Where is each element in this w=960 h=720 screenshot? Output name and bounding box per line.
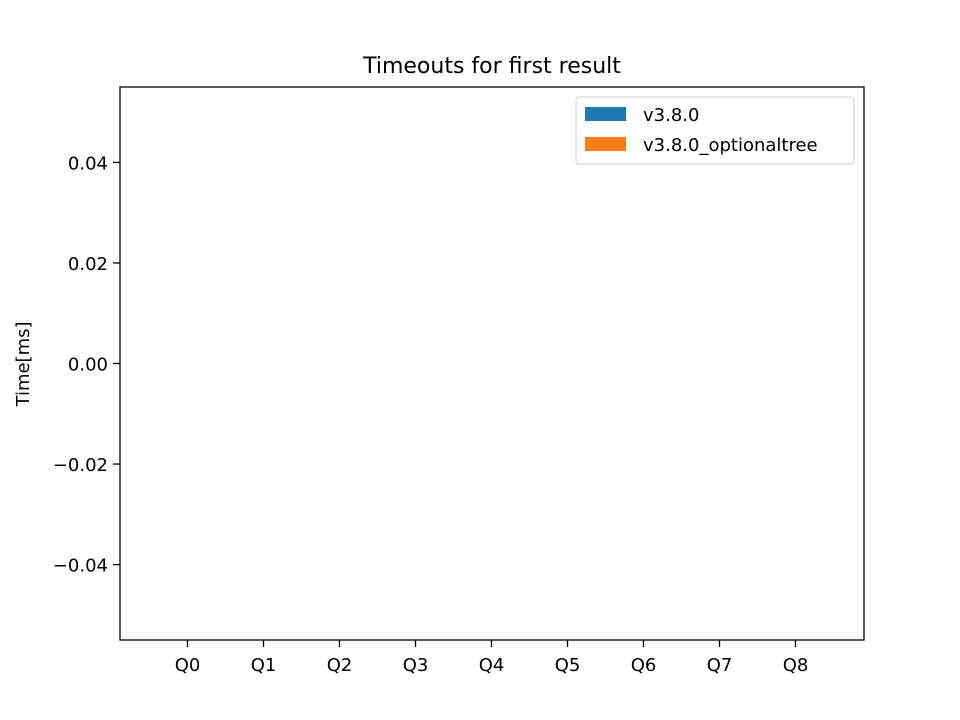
legend-label: v3.8.0_optionaltree: [643, 135, 818, 156]
y-tick-label: 0.00: [68, 355, 108, 376]
plot-area-frame: [119, 86, 865, 641]
legend-swatch: [585, 107, 626, 121]
y-tick-label: 0.02: [68, 254, 108, 275]
y-tick-label: −0.02: [53, 455, 108, 476]
x-tick-label: Q2: [327, 655, 353, 676]
y-axis-label: Time[ms]: [13, 321, 34, 407]
legend: v3.8.0 v3.8.0_optionaltree: [575, 96, 855, 165]
x-tick-label: Q8: [783, 655, 809, 676]
y-tick-label: 0.04: [68, 153, 108, 174]
x-tick-label: Q5: [555, 655, 581, 676]
x-tick-label: Q4: [479, 655, 505, 676]
y-tick-label: −0.04: [53, 556, 108, 577]
x-tick-label: Q6: [631, 655, 657, 676]
legend-swatch: [585, 137, 626, 151]
legend-box: [575, 96, 855, 165]
x-tick-label: Q0: [175, 655, 201, 676]
chart-title: Timeouts for first result: [362, 54, 621, 79]
x-ticks: Q0 Q1 Q2 Q3 Q4 Q5 Q6 Q7 Q8: [175, 640, 809, 676]
legend-label: v3.8.0: [643, 105, 699, 126]
x-tick-label: Q1: [251, 655, 277, 676]
x-tick-label: Q7: [707, 655, 733, 676]
x-tick-label: Q3: [403, 655, 429, 676]
y-ticks: −0.04 −0.02 0.00 0.02 0.04: [53, 153, 120, 577]
